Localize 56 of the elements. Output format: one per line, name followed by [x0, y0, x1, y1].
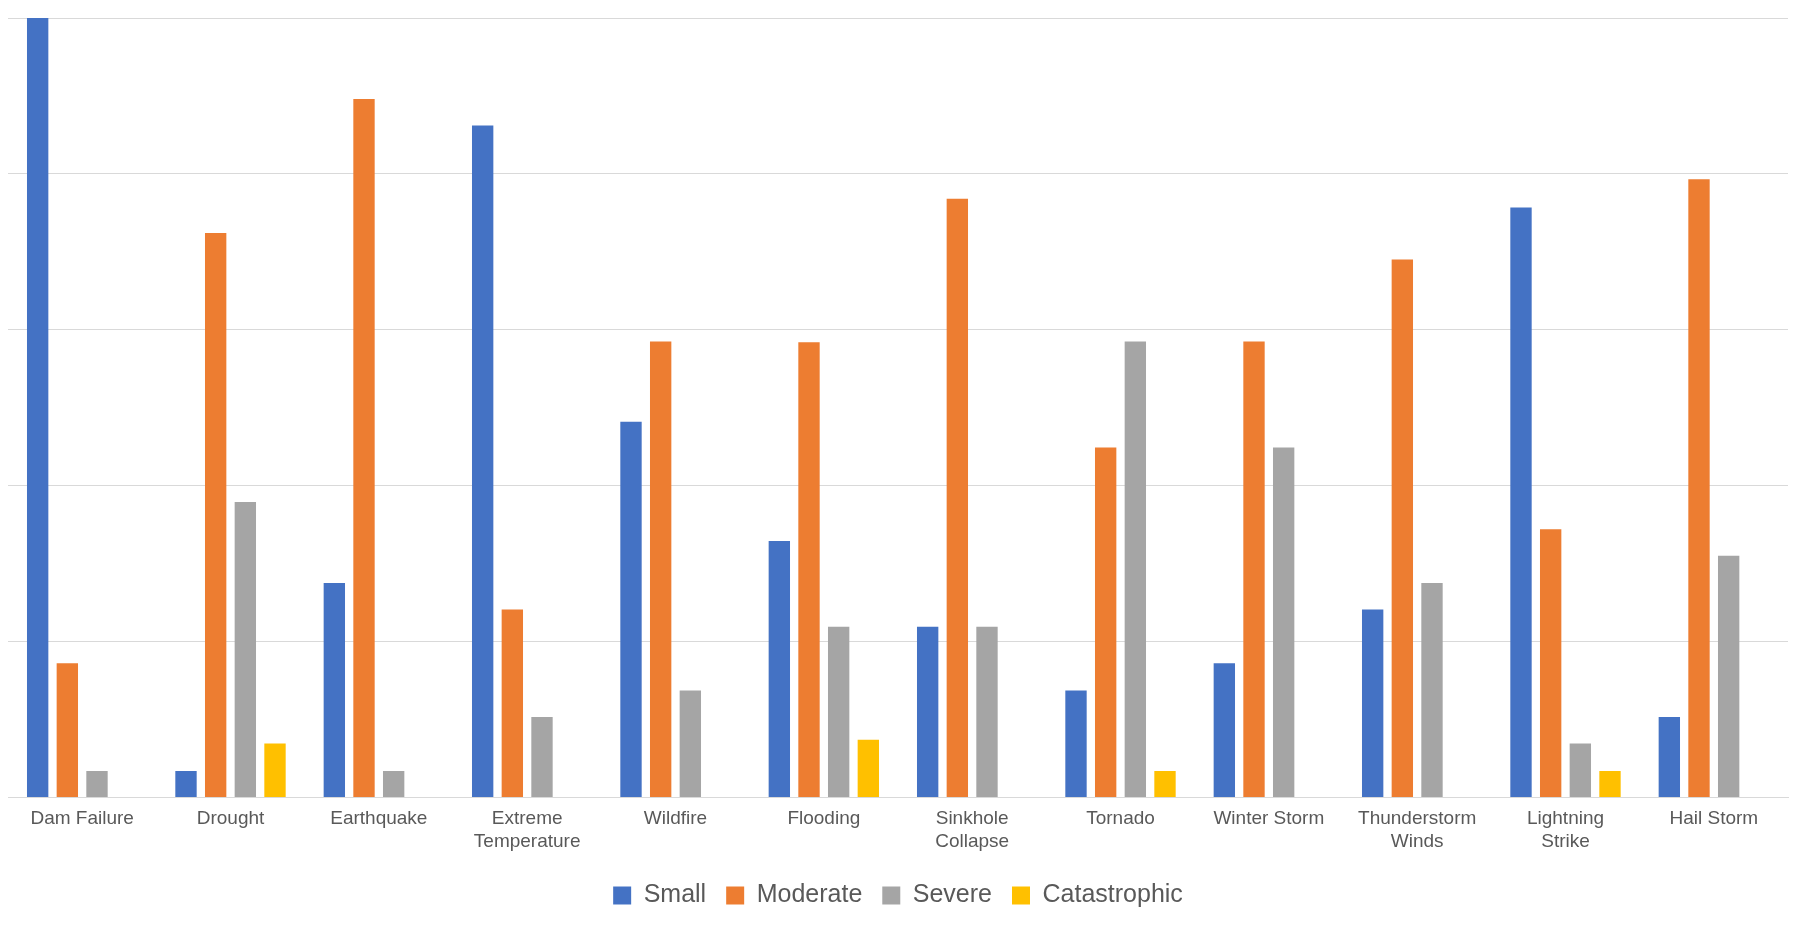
bar	[1658, 717, 1681, 797]
bar	[679, 690, 702, 797]
x-tick-label: Dam Failure	[30, 807, 134, 829]
bar	[768, 540, 791, 797]
bar	[1361, 609, 1384, 797]
legend-label: Severe	[912, 879, 992, 908]
bar	[916, 626, 939, 797]
bar	[471, 125, 494, 797]
bar	[1510, 207, 1532, 797]
legend-label: Moderate	[756, 879, 863, 908]
bar	[501, 609, 524, 797]
bar	[86, 770, 108, 797]
bar	[353, 99, 375, 797]
x-tick-label: Sinkhole Collapse	[935, 807, 1010, 851]
bar	[1065, 690, 1087, 797]
bar	[26, 18, 49, 797]
bar	[264, 743, 286, 797]
x-tick-label: Lightning Strike	[1526, 807, 1605, 851]
bar	[976, 626, 998, 797]
bar	[1154, 770, 1176, 797]
x-tick-label: Extreme Temperature	[473, 807, 581, 851]
bar	[798, 342, 820, 797]
legend-label: Small	[643, 879, 707, 908]
bar	[946, 198, 969, 797]
x-tick-label: Drought	[196, 807, 266, 829]
bar	[1213, 663, 1236, 797]
bar	[1569, 743, 1592, 797]
bar	[234, 502, 257, 797]
bar	[204, 233, 227, 797]
bar	[1094, 447, 1117, 797]
bar	[1717, 555, 1740, 797]
x-tick-label: Hail Storm	[1669, 807, 1759, 829]
bar	[1421, 583, 1443, 797]
bar	[323, 583, 346, 797]
bar	[1539, 529, 1562, 797]
x-tick-label: Wildfire	[643, 807, 708, 829]
bar	[1243, 341, 1265, 797]
bar	[531, 717, 553, 797]
bar	[56, 663, 79, 797]
x-tick-label: Winter Storm	[1213, 807, 1325, 829]
legend-label: Catastrophic	[1042, 879, 1183, 908]
bar	[1599, 770, 1621, 797]
x-tick-label: Earthquake	[330, 807, 428, 829]
bar	[1391, 259, 1414, 797]
bar	[175, 770, 197, 797]
x-tick-label: Tornado	[1086, 807, 1155, 829]
bar	[620, 421, 642, 797]
bar	[382, 770, 405, 797]
bar	[857, 739, 880, 797]
bar	[827, 626, 850, 797]
bar	[649, 341, 672, 797]
bar	[1272, 447, 1295, 797]
bar	[1124, 341, 1147, 797]
x-tick-label: Thunderstorm Winds	[1358, 807, 1477, 851]
x-tick-label: Flooding	[787, 807, 861, 829]
bar	[1688, 179, 1710, 797]
